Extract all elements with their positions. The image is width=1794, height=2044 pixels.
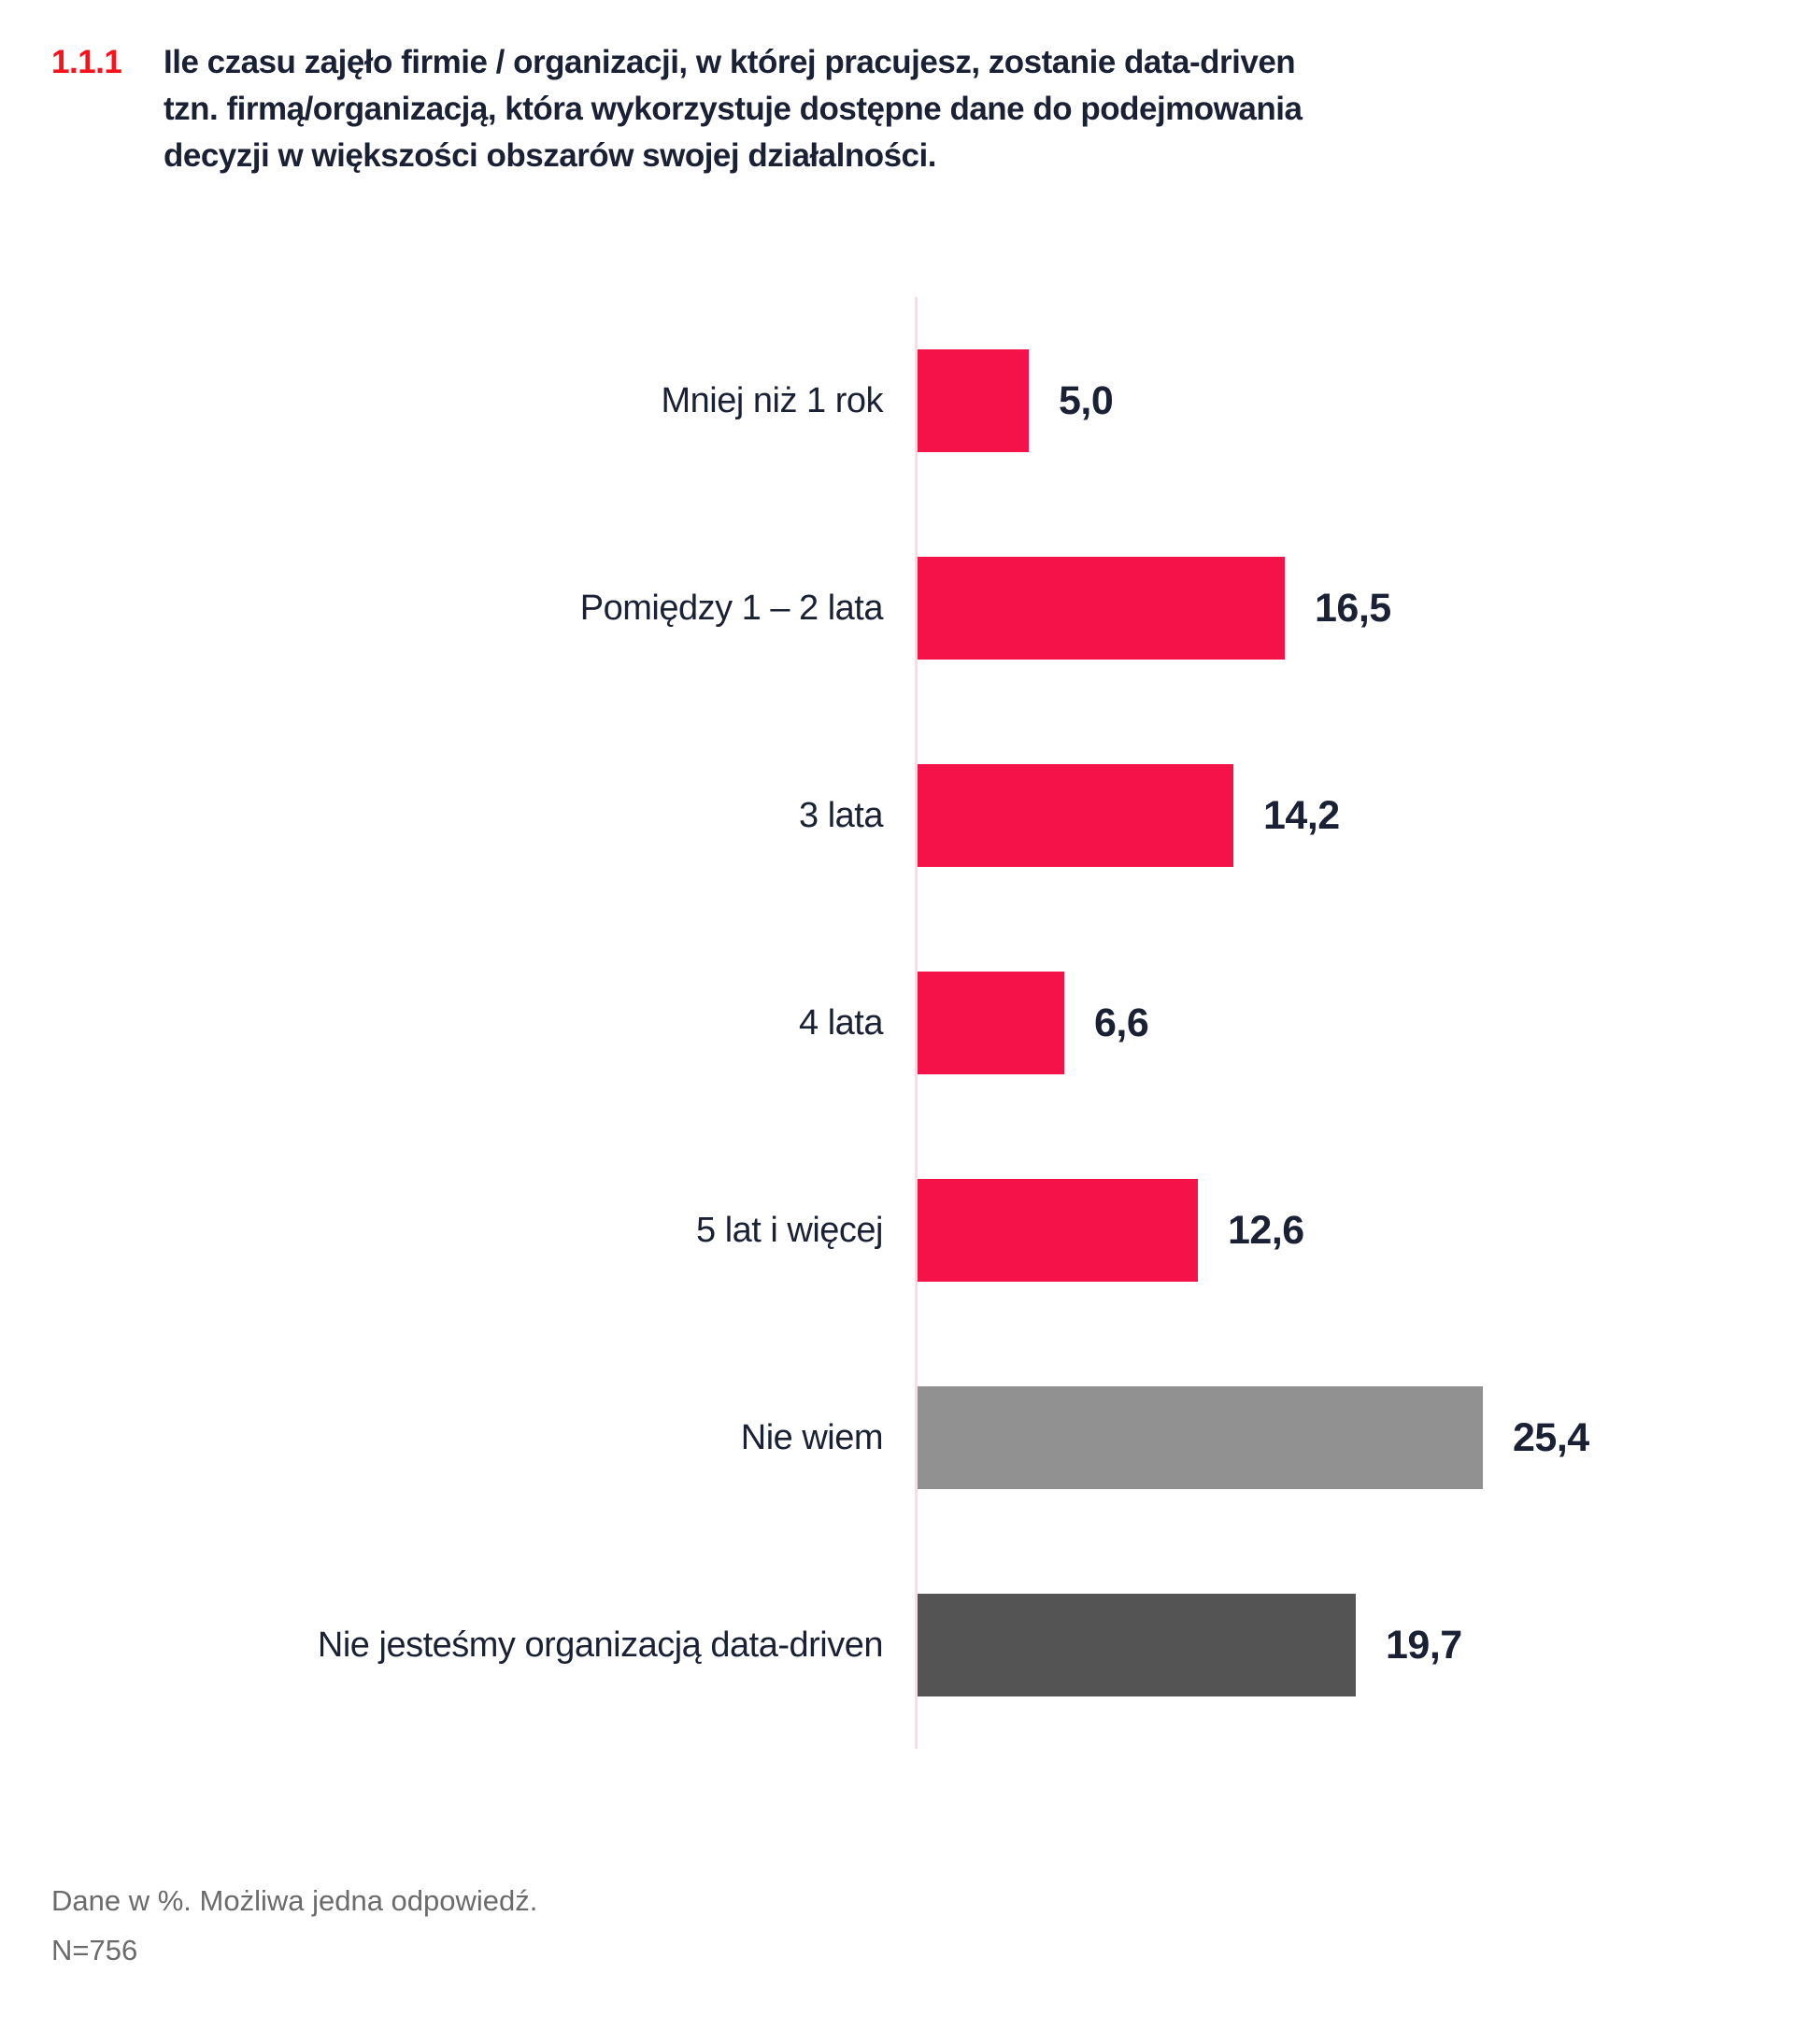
bar [918, 1594, 1356, 1696]
bar-chart: Mniej niż 1 rok 5,0 Pomiędzy 1 – 2 lata 16,… [0, 297, 1794, 1749]
question-number: 1.1.1 [51, 44, 122, 80]
footnote-note: Dane w %. Możliwa jedna odpowiedź. [51, 1884, 538, 1917]
category-label: Nie jesteśmy organizacją data-driven [317, 1625, 884, 1665]
category-label: Nie wiem [740, 1417, 884, 1457]
category-label: Pomiędzy 1 – 2 lata [579, 588, 884, 628]
value-label: 25,4 [1513, 1414, 1589, 1460]
title-line-1: Ile czasu zajęło firmie / organizacji, w… [164, 44, 1296, 80]
title-line-3: decyzji w większości obszarów swojej dzi… [164, 137, 936, 174]
category-label: Mniej niż 1 rok [661, 380, 884, 420]
footnote: Dane w %. Możliwa jedna odpowiedź. N=756 [51, 1876, 537, 1975]
value-label: 5,0 [1059, 377, 1114, 423]
chart-row: 5 lat i więcej 12,6 [0, 1127, 1794, 1334]
chart-row: Pomiędzy 1 – 2 lata 16,5 [0, 504, 1794, 712]
bar [918, 1179, 1198, 1282]
chart-row: 3 lata 14,2 [0, 712, 1794, 919]
footnote-sample-size: N=756 [51, 1934, 138, 1966]
bar [918, 972, 1064, 1074]
question-header: 1.1.1 Ile czasu zajęło firmie / organiza… [51, 39, 1303, 179]
category-label: 5 lat i więcej [696, 1210, 883, 1250]
value-label: 6,6 [1094, 1000, 1149, 1045]
bar [918, 764, 1233, 867]
chart-row: Mniej niż 1 rok 5,0 [0, 297, 1794, 504]
value-label: 16,5 [1315, 585, 1391, 631]
category-label: 4 lata [799, 1002, 883, 1043]
chart-row: Nie jesteśmy organizacją data-driven 19,7 [0, 1541, 1794, 1749]
chart-row: 4 lata 6,6 [0, 919, 1794, 1127]
title-line-2: tzn. firmą/organizacją, która wykorzystu… [164, 91, 1303, 127]
page-title: Ile czasu zajęło firmie / organizacji, w… [164, 39, 1303, 179]
value-label: 12,6 [1228, 1207, 1304, 1253]
value-label: 19,7 [1386, 1622, 1462, 1668]
bar [918, 1386, 1483, 1489]
value-label: 14,2 [1263, 792, 1340, 838]
bar [918, 557, 1285, 660]
chart-row: Nie wiem 25,4 [0, 1334, 1794, 1541]
axis-baseline [915, 297, 918, 1749]
bar [918, 349, 1029, 452]
category-label: 3 lata [799, 795, 883, 835]
